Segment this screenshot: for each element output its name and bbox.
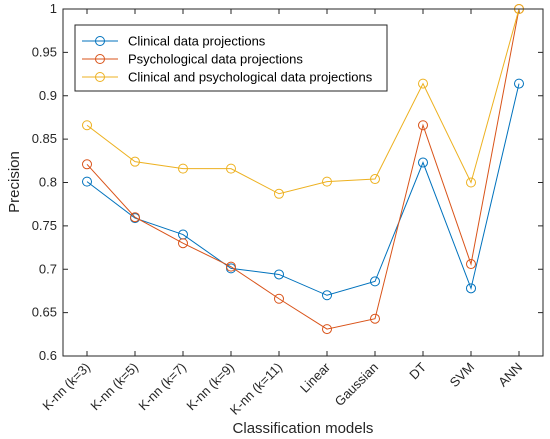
y-tick-label: 0.9 — [39, 88, 57, 103]
y-tick-label: 0.75 — [32, 218, 57, 233]
y-tick-label: 0.6 — [39, 348, 57, 363]
x-tick-label: Linear — [297, 359, 334, 396]
data-point — [130, 156, 140, 167]
y-tick-label: 0.95 — [32, 44, 57, 59]
data-point — [130, 212, 140, 223]
y-tick-label: 0.65 — [32, 305, 57, 320]
legend-marker — [95, 54, 105, 64]
data-point — [322, 176, 332, 187]
data-point — [418, 120, 428, 131]
data-point — [322, 324, 332, 335]
data-point — [514, 78, 524, 89]
legend-entry: Clinical and psychological data projecti… — [82, 70, 373, 85]
y-axis-ticks: 0.6 0.65 0.7 0.75 0.8 0.85 0.9 0.95 1 — [32, 1, 543, 363]
data-point — [178, 238, 188, 249]
data-point — [466, 177, 476, 188]
data-point — [370, 313, 380, 324]
x-tick-label: K-nn (k=7) — [135, 360, 189, 414]
legend-label: Clinical and psychological data projecti… — [128, 70, 373, 85]
y-tick-label: 0.85 — [32, 131, 57, 146]
data-point — [82, 120, 92, 131]
legend-box — [74, 24, 388, 92]
data-point — [370, 276, 380, 287]
x-tick-label: K-nn (k=5) — [87, 360, 141, 414]
data-point — [466, 283, 476, 294]
data-point — [274, 188, 284, 199]
data-point — [274, 269, 284, 280]
data-point — [226, 261, 236, 272]
x-tick-label: ANN — [495, 360, 525, 390]
series-line — [86, 8, 520, 195]
legend-label: Clinical data projections — [128, 34, 266, 49]
data-point — [226, 163, 236, 174]
x-axis-label: Classification models — [233, 420, 374, 437]
series-layer — [82, 4, 524, 335]
data-point — [370, 174, 380, 185]
data-point — [274, 293, 284, 304]
data-point — [418, 157, 428, 168]
legend-label: Psychological data projections — [128, 52, 303, 67]
x-tick-label: DT — [406, 359, 429, 382]
x-tick-label: K-nn (k=3) — [39, 360, 93, 414]
y-axis-label: Precision — [6, 151, 23, 213]
x-tick-label: Gaussian — [332, 360, 381, 409]
legend-marker — [95, 72, 105, 82]
x-tick-label: SVM — [447, 360, 478, 391]
series-line — [86, 8, 520, 330]
x-tick-label: K-nn (k=11) — [227, 360, 285, 418]
data-point — [322, 290, 332, 301]
y-tick-label: 1 — [50, 1, 57, 16]
data-point — [82, 176, 92, 187]
legend-marker — [95, 36, 105, 46]
data-point — [82, 159, 92, 170]
data-point — [178, 163, 188, 174]
plot-frame — [62, 8, 544, 357]
series-line — [86, 83, 520, 296]
series-1 — [82, 78, 524, 301]
legend-entry: Clinical data projections — [82, 34, 266, 49]
y-tick-label: 0.7 — [39, 261, 57, 276]
data-point — [418, 78, 428, 89]
legend-entry: Psychological data projections — [82, 52, 303, 67]
data-point — [466, 259, 476, 270]
legend: Clinical data projections Psychological d… — [74, 24, 388, 92]
y-tick-label: 0.8 — [39, 175, 57, 190]
